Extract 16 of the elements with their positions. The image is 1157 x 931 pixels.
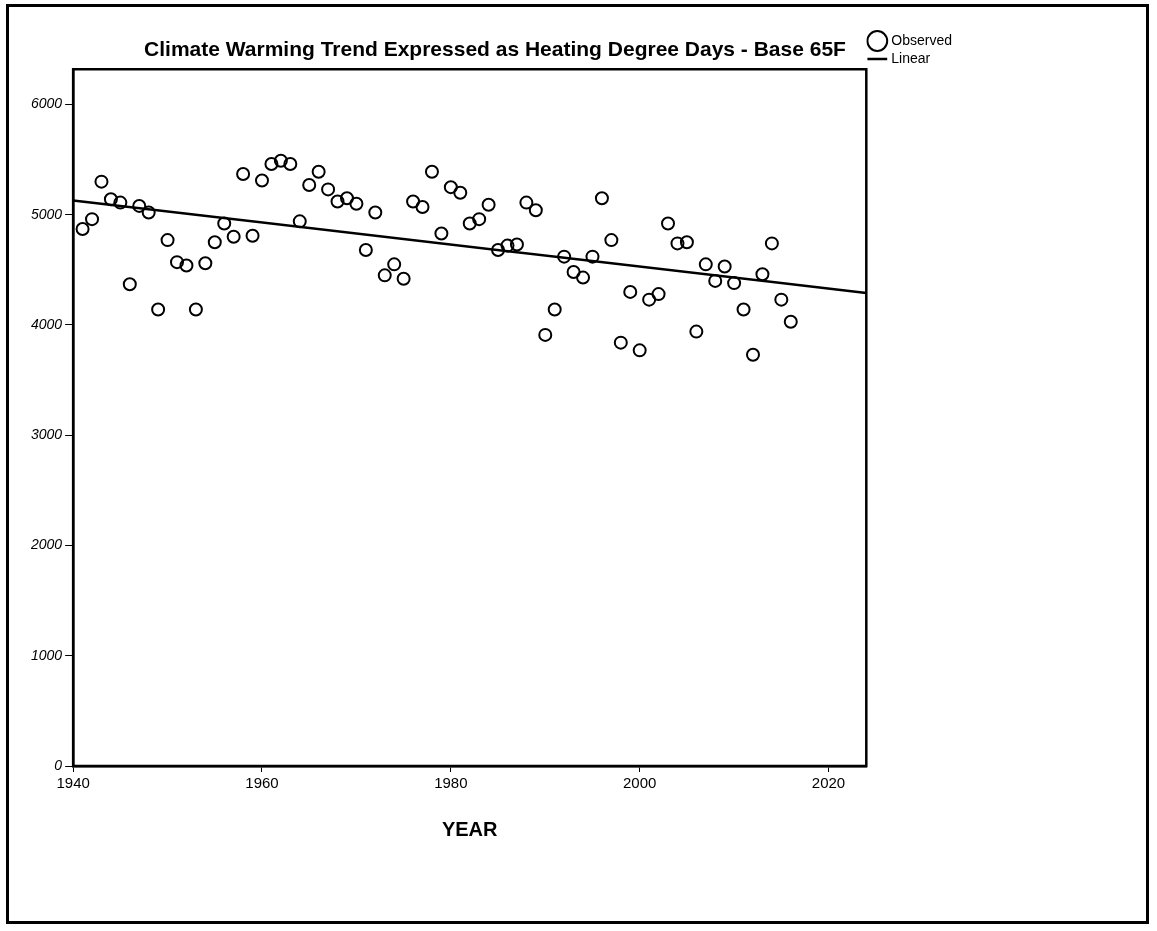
y-tick-label: 6000 (30, 95, 63, 112)
x-axis-title: YEAR (441, 817, 499, 840)
x-tick-label: 2020 (811, 774, 846, 792)
y-tick-label: 0 (54, 756, 63, 773)
y-tick-label: 1000 (30, 646, 63, 663)
y-tick-label: 4000 (30, 315, 63, 332)
legend-label: Observed (891, 31, 953, 48)
y-tick-label: 5000 (30, 205, 63, 222)
x-tick-label: 1980 (434, 774, 468, 792)
y-tick-label: 2000 (29, 536, 63, 553)
chart-title: Climate Warming Trend Expressed as Heating Degree Days - Base 65F (144, 37, 847, 61)
x-tick-label: 1960 (245, 774, 279, 792)
y-tick-label: 3000 (30, 426, 63, 443)
legend-label: Linear (891, 49, 931, 66)
x-tick-label: 2000 (623, 774, 657, 792)
x-tick-label: 1940 (56, 774, 90, 792)
